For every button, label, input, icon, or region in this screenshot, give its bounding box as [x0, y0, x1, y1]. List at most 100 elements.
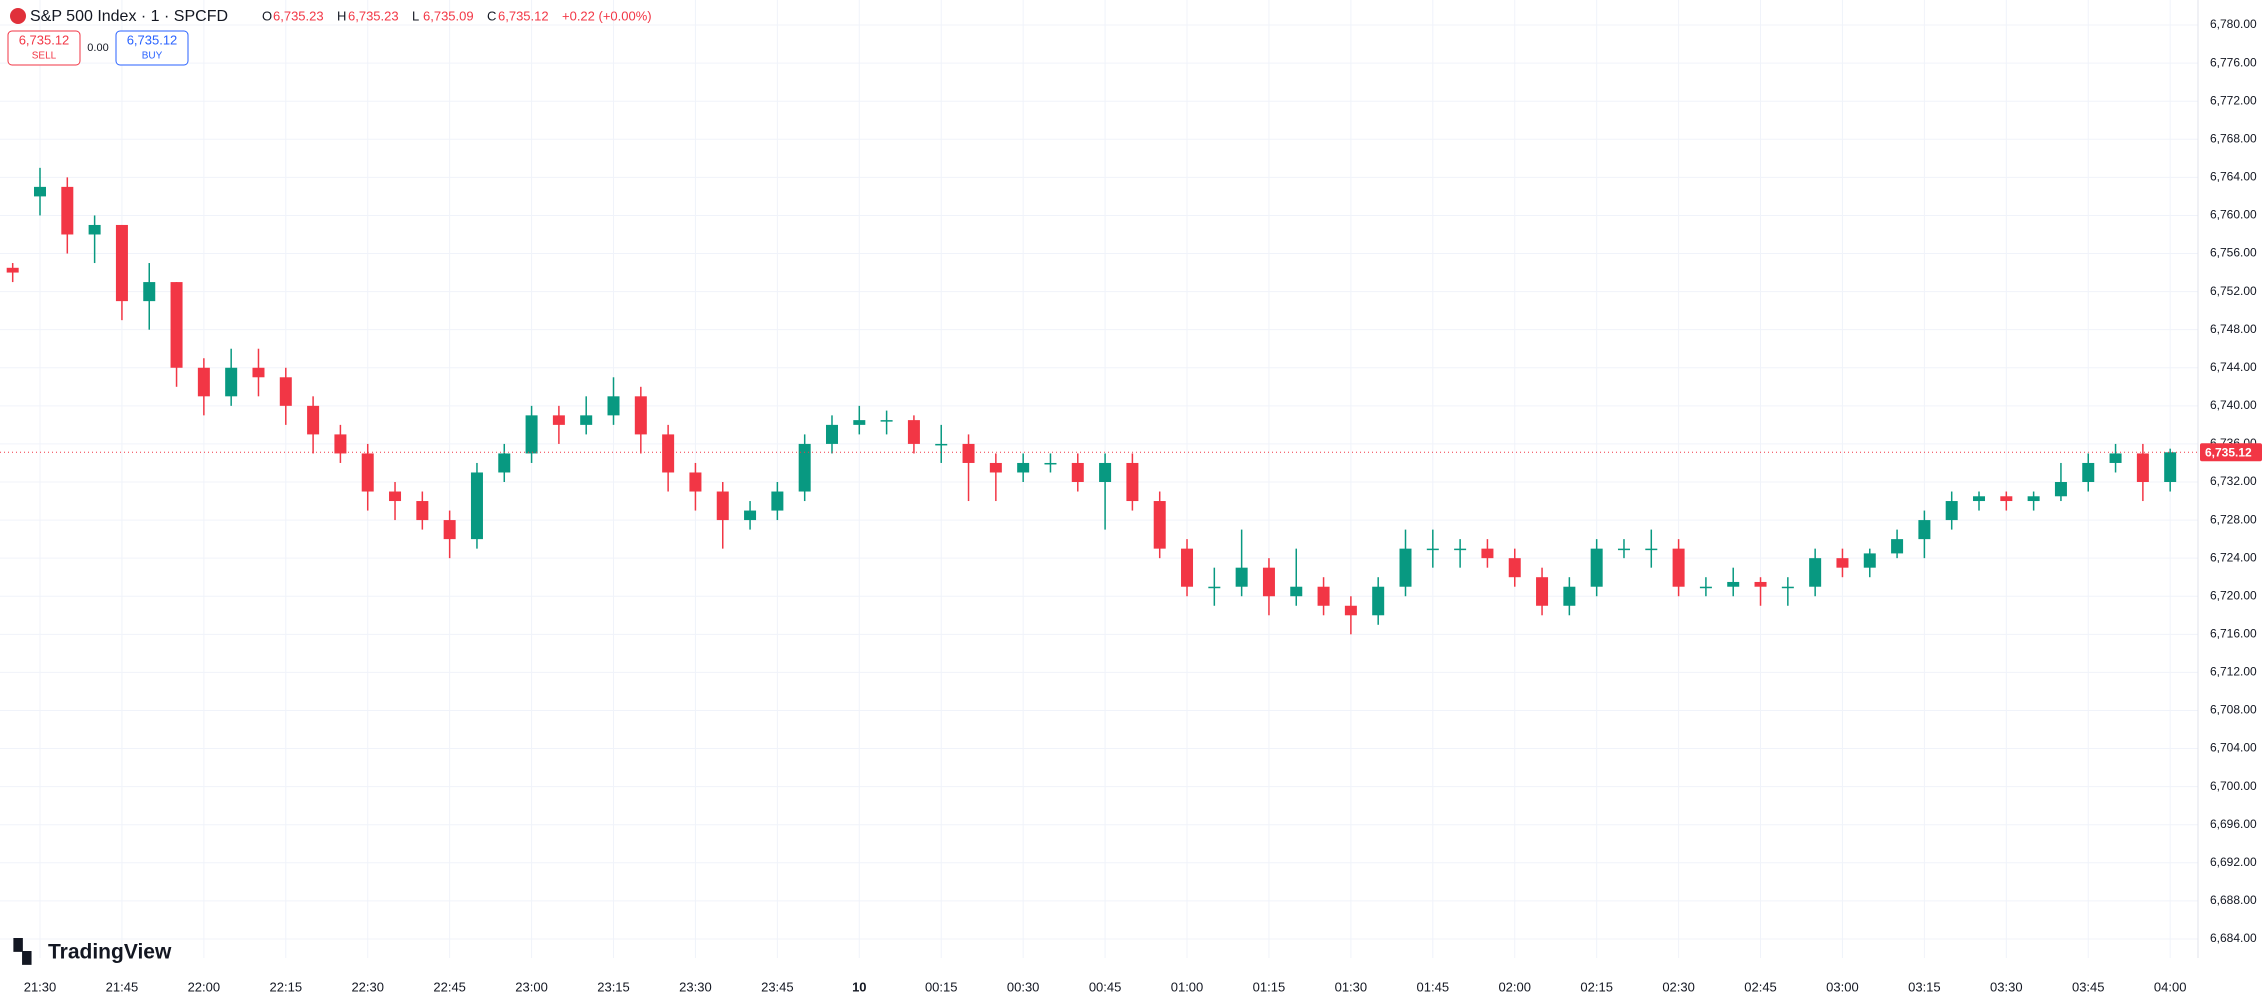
candle — [2164, 448, 2177, 492]
candle — [1617, 539, 1630, 559]
candles — [6, 167, 2177, 635]
candle-body — [34, 186, 46, 197]
candle-body — [361, 453, 374, 492]
candle — [662, 424, 675, 492]
candle — [1508, 548, 1521, 587]
ohlc-value: 6,735.23 — [273, 8, 324, 23]
candle-body — [1372, 586, 1385, 616]
candle — [1262, 558, 1275, 616]
candle — [744, 501, 757, 530]
candle — [361, 443, 374, 511]
x-tick-label: 23:00 — [515, 979, 548, 994]
sell-price[interactable]: 6,735.12 — [19, 32, 70, 47]
x-tick-label: 02:30 — [1662, 979, 1695, 994]
candle — [1208, 567, 1221, 606]
candle-body — [6, 267, 19, 273]
candle — [1126, 453, 1139, 511]
candle — [416, 491, 429, 530]
candle — [1017, 453, 1030, 482]
x-tick-label: 22:30 — [351, 979, 384, 994]
candle-body — [580, 415, 593, 425]
candle-body — [1809, 558, 1822, 587]
candle — [2082, 453, 2095, 492]
candle-body — [1071, 462, 1084, 482]
candle — [225, 348, 238, 406]
candle-body — [498, 453, 511, 473]
candle — [1863, 548, 1876, 578]
candle — [907, 415, 920, 454]
candle-body — [1836, 558, 1849, 568]
candle — [1891, 529, 1904, 559]
candle — [1973, 491, 1986, 511]
candle-body — [443, 520, 456, 540]
candle-body — [2136, 453, 2149, 482]
buy-price[interactable]: 6,735.12 — [127, 32, 178, 47]
candle-body — [1727, 581, 1740, 587]
candle-body — [1290, 586, 1303, 597]
ohlc-legend: O 6,735.23 H 6,735.23 L 6,735.09 C 6,735.12 +0.2… — [262, 8, 652, 23]
candle — [716, 482, 729, 549]
sell-button[interactable] — [7, 30, 81, 66]
candle — [1727, 567, 1740, 597]
y-tick-label: 6,780.00 — [2210, 17, 2257, 31]
candle-body — [1153, 501, 1166, 549]
candle — [607, 377, 620, 425]
candle-body — [1563, 586, 1576, 606]
candle — [825, 415, 838, 454]
candle-body — [279, 377, 292, 406]
brand: TradingView — [48, 941, 172, 964]
y-tick-label: 6,712.00 — [2210, 665, 2257, 679]
candle-body — [1891, 539, 1904, 554]
y-tick-label: 6,772.00 — [2210, 93, 2257, 107]
candle-body — [416, 501, 429, 521]
candle-body — [1317, 586, 1330, 606]
candle-body — [825, 424, 838, 444]
candle-body — [771, 491, 784, 511]
candle-body — [1754, 581, 1767, 587]
candle — [689, 462, 702, 511]
candle-body — [2109, 453, 2122, 463]
candle-body — [662, 434, 675, 473]
candle-body — [2082, 462, 2095, 482]
x-tick-label: 03:30 — [1990, 979, 2023, 994]
candle-body — [307, 405, 320, 435]
candle-body — [1672, 548, 1685, 587]
candle — [1590, 539, 1603, 597]
x-tick-label: 22:15 — [270, 979, 303, 994]
candle — [115, 224, 128, 321]
candle — [935, 424, 948, 463]
candle — [634, 386, 647, 454]
x-tick-label: 23:15 — [597, 979, 630, 994]
candle — [307, 396, 320, 454]
candle-body — [470, 472, 483, 540]
candle — [1071, 453, 1084, 492]
candle-body — [1454, 548, 1467, 551]
candle-body — [2000, 496, 2013, 502]
candle — [1536, 567, 1549, 616]
candle-body — [1645, 548, 1658, 551]
x-tick-label: 00:30 — [1007, 979, 1040, 994]
spread: 0.00 — [87, 42, 108, 54]
y-tick-label: 6,728.00 — [2210, 512, 2257, 526]
candle — [1099, 453, 1112, 530]
candle — [170, 282, 183, 387]
sell-label[interactable]: SELL — [32, 51, 57, 62]
buy-label[interactable]: BUY — [142, 51, 163, 62]
x-tick-label: 01:15 — [1253, 979, 1286, 994]
candle — [1645, 529, 1658, 568]
candle — [1809, 548, 1822, 597]
candle-body — [1399, 548, 1412, 587]
buy-button[interactable] — [115, 30, 189, 66]
x-tick-label: 23:45 — [761, 979, 794, 994]
candle-body — [197, 367, 210, 397]
candle-body — [1617, 548, 1630, 551]
candle-body — [1235, 567, 1248, 587]
candle — [989, 453, 1002, 502]
candle-body — [798, 443, 811, 492]
candle — [1945, 491, 1958, 530]
y-tick-label: 6,708.00 — [2210, 703, 2257, 717]
candle-body — [962, 443, 975, 463]
ohlc-value: 6,735.09 — [423, 8, 474, 23]
candle — [1181, 539, 1194, 597]
y-tick-label: 6,752.00 — [2210, 284, 2257, 298]
